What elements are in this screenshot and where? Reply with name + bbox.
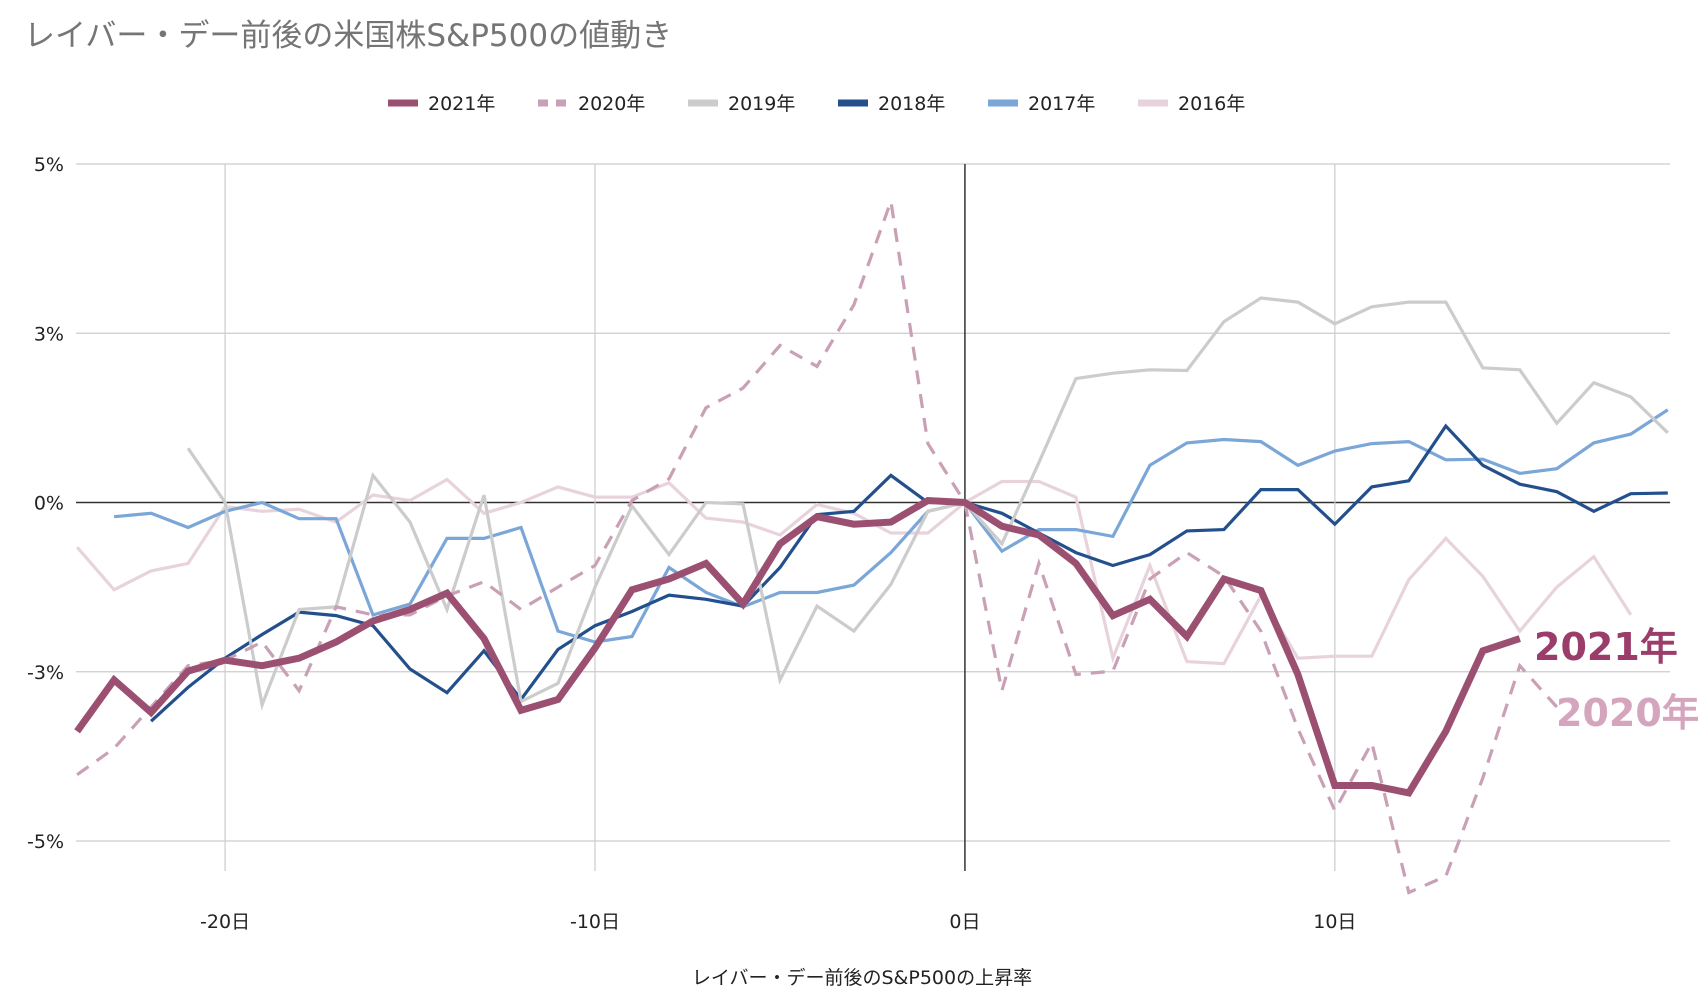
series-lines: [74, 200, 1669, 895]
grid: [76, 163, 1670, 871]
series-line-2021: [74, 496, 1521, 797]
x-axis-ticks: -20日 -10日 0日 10日: [200, 911, 1356, 933]
end-label-2021: 2021年: [1534, 625, 1678, 669]
x-tick-label: 0日: [949, 911, 980, 933]
end-labels: 2021年 2020年: [1534, 625, 1698, 735]
y-tick-label: 3%: [34, 323, 64, 345]
x-tick-label: -10日: [570, 911, 620, 933]
series-line-2019: [186, 296, 1669, 711]
x-tick-label: 10日: [1313, 911, 1356, 933]
legend-label: 2021年: [428, 93, 495, 115]
legend-label: 2020年: [578, 93, 645, 115]
legend: 2021年 2020年 2019年 2018年 2017年 2016年: [388, 93, 1245, 115]
series-line-2018: [150, 423, 1668, 723]
legend-label: 2019年: [728, 93, 795, 115]
y-axis-ticks: 5% 3% 0% -3% -5%: [27, 154, 64, 853]
series-line-2017: [113, 408, 1669, 644]
series-line-2020: [76, 200, 1558, 895]
legend-label: 2016年: [1178, 93, 1245, 115]
y-tick-label: -5%: [27, 831, 64, 853]
x-axis-title: レイバー・デー前後のS&P500の上昇率: [692, 967, 1032, 989]
legend-label: 2017年: [1028, 93, 1095, 115]
y-tick-label: -3%: [27, 662, 64, 684]
chart-title: レイバー・デー前後の米国株S&P500の値動き: [24, 18, 672, 54]
y-tick-label: 5%: [34, 154, 64, 176]
y-tick-label: 0%: [34, 493, 64, 515]
x-tick-label: -20日: [200, 911, 250, 933]
series-line-2016: [75, 477, 1633, 666]
legend-label: 2018年: [878, 93, 945, 115]
end-label-2020: 2020年: [1556, 691, 1698, 735]
